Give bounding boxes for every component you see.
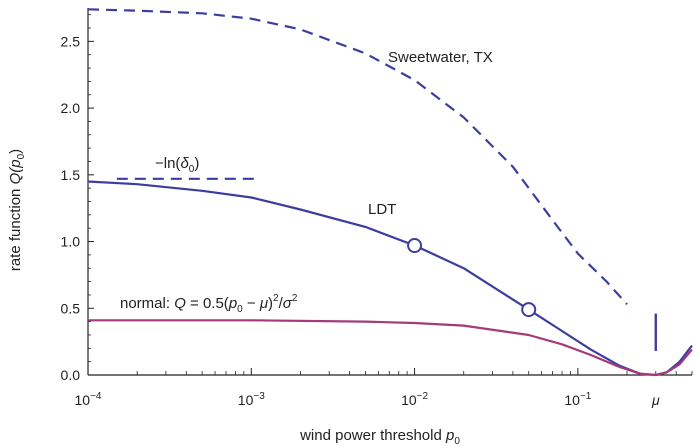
y-tick-labels: 0.0 0.5 1.0 1.5 2.0 2.5	[61, 33, 81, 383]
x-axis-title: wind power threshold p0	[299, 427, 460, 446]
ldt-point-marker	[407, 238, 423, 254]
y-tick-label: 2.5	[61, 33, 81, 49]
y-tick-label: 1.0	[61, 234, 81, 250]
marker-layer	[407, 238, 537, 318]
y-axis-title: rate function Q(p0)	[7, 149, 27, 271]
ldt-point-marker	[521, 302, 537, 318]
x-tick-label: 10−4	[75, 391, 102, 408]
normal-label: normal: Q = 0.5(p0 − μ)2/σ2	[120, 293, 298, 315]
series-line-sweetwater	[87, 8, 628, 306]
y-tick-label: 2.0	[61, 100, 81, 116]
x-tick-label: 10−1	[564, 391, 591, 408]
ln-delta-label: −ln(δ0)	[155, 155, 199, 175]
y-tick-label: 1.5	[61, 167, 81, 183]
x-tick-labels: 10−4 10−3 10−2 10−1 μ	[75, 391, 660, 408]
x-tick-label: 10−3	[238, 391, 265, 408]
sweetwater-label: Sweetwater, TX	[388, 49, 493, 66]
x-tick-label: 10−2	[401, 391, 428, 408]
series-line-normal	[88, 319, 693, 377]
mu-tick-label: μ	[651, 392, 660, 408]
ldt-label: LDT	[368, 201, 396, 218]
axis-ticks	[87, 14, 693, 376]
y-tick-label: 0.5	[61, 300, 81, 316]
y-tick-label: 0.0	[61, 367, 81, 383]
